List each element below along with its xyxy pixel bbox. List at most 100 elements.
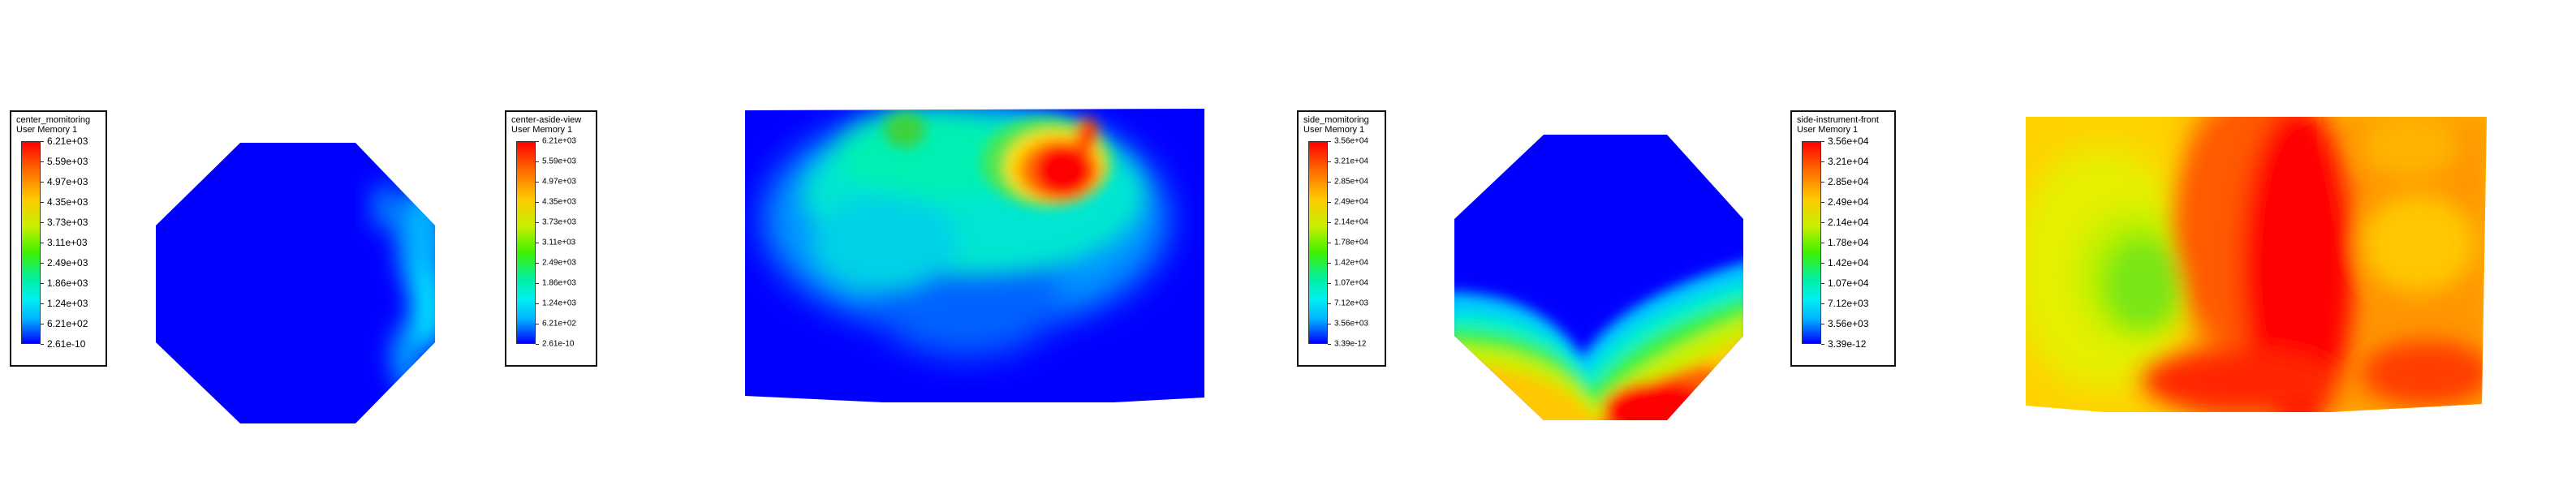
legend-center-monitoring: center_momitoring User Memory 1 6.21e+03… — [10, 110, 107, 367]
colorbar-label: 4.97e+03 — [47, 176, 88, 187]
colorbar-tick — [1821, 161, 1824, 162]
colorbar-tick — [1328, 141, 1331, 142]
legend-title: side-instrument-front — [1797, 115, 1879, 125]
colorbar-tick — [1328, 303, 1331, 304]
colorbar-label: 1.24e+03 — [542, 299, 576, 308]
colorbar-tick — [41, 283, 44, 284]
contour-plot-side-instrument-front — [2026, 117, 2487, 412]
colorbar-tick — [1821, 222, 1824, 223]
legend-title: center_momitoring — [16, 115, 91, 125]
colorbar-label: 7.12e+03 — [1828, 298, 1869, 309]
colorbar-tick — [1328, 263, 1331, 264]
colorbar-label: 5.59e+03 — [47, 156, 88, 167]
colorbar-label: 1.42e+04 — [1828, 257, 1869, 269]
colorbar-tick — [1821, 344, 1824, 345]
colorbar-tick — [41, 344, 44, 345]
legend-subtitle: User Memory 1 — [16, 125, 78, 135]
colorbar-tick — [1821, 263, 1824, 264]
colorbar-tick — [41, 161, 44, 162]
colorbar-label: 3.56e+04 — [1828, 135, 1869, 147]
colorbar-label: 2.61e-10 — [542, 339, 575, 349]
colorbar-label: 4.35e+03 — [542, 197, 576, 207]
colorbar-tick — [536, 222, 539, 223]
colorbar-label: 6.21e+03 — [47, 135, 88, 147]
colorbar-label: 3.56e+04 — [1334, 136, 1368, 146]
colorbar-tick — [1821, 283, 1824, 284]
colorbar — [1308, 141, 1328, 344]
legend-subtitle: User Memory 1 — [1303, 125, 1365, 135]
colorbar-tick — [1821, 141, 1824, 142]
colorbar-tick — [41, 222, 44, 223]
colorbar-label: 1.86e+03 — [47, 277, 88, 289]
colorbar-tick — [536, 303, 539, 304]
legend-title: center-aside-view — [511, 115, 582, 125]
colorbar-tick — [1821, 202, 1824, 203]
colorbar-label: 6.21e+02 — [542, 319, 576, 329]
colorbar-label: 3.73e+03 — [47, 217, 88, 228]
colorbar-label: 5.59e+03 — [542, 157, 576, 166]
colorbar-label: 2.49e+04 — [1828, 196, 1869, 208]
colorbar-tick — [1328, 283, 1331, 284]
colorbar-label: 1.86e+03 — [542, 278, 576, 288]
colorbar-tick — [1328, 182, 1331, 183]
colorbar-label: 3.56e+03 — [1334, 319, 1368, 329]
legend-side-instrument-front: side-instrument-front User Memory 1 3.56… — [1790, 110, 1896, 367]
legend-subtitle: User Memory 1 — [1797, 125, 1859, 135]
contour-plot-center-aside-view — [745, 109, 1204, 402]
colorbar-label: 1.42e+04 — [1334, 258, 1368, 268]
contour-plot-side-monitoring — [1454, 135, 1743, 420]
colorbar-label: 4.97e+03 — [542, 177, 576, 187]
colorbar-tick — [536, 263, 539, 264]
colorbar-label: 2.49e+04 — [1334, 197, 1368, 207]
legend-center-aside-view: center-aside-view User Memory 1 6.21e+03… — [505, 110, 597, 367]
colorbar-label: 2.49e+03 — [542, 258, 576, 268]
colorbar-tick — [536, 283, 539, 284]
legend-subtitle: User Memory 1 — [511, 125, 573, 135]
colorbar-label: 1.07e+04 — [1334, 278, 1368, 288]
colorbar-label: 1.78e+04 — [1828, 237, 1869, 248]
colorbar-tick — [41, 263, 44, 264]
colorbar-label: 7.12e+03 — [1334, 299, 1368, 308]
colorbar-label: 1.78e+04 — [1334, 238, 1368, 247]
colorbar-tick — [41, 303, 44, 304]
colorbar-tick — [41, 141, 44, 142]
colorbar-tick — [1328, 222, 1331, 223]
contour-plot-center-monitoring — [156, 143, 435, 423]
colorbar-tick — [1821, 182, 1824, 183]
colorbar-label: 2.14e+04 — [1334, 217, 1368, 227]
colorbar-tick — [536, 202, 539, 203]
colorbar-label: 3.39e-12 — [1828, 338, 1867, 350]
legend-side-monitoring: side_momitoring User Memory 1 3.56e+04 3… — [1297, 110, 1386, 367]
colorbar — [21, 141, 41, 344]
colorbar-tick — [1328, 161, 1331, 162]
colorbar-label: 3.21e+04 — [1828, 156, 1869, 167]
colorbar-label: 2.85e+04 — [1334, 177, 1368, 187]
colorbar-label: 3.56e+03 — [1828, 318, 1869, 329]
legend-title: side_momitoring — [1303, 115, 1369, 125]
colorbar-label: 1.24e+03 — [47, 298, 88, 309]
colorbar-label: 3.11e+03 — [47, 237, 88, 248]
colorbar-tick — [1328, 202, 1331, 203]
colorbar-label: 6.21e+02 — [47, 318, 88, 329]
colorbar-tick — [536, 141, 539, 142]
colorbar-tick — [1328, 344, 1331, 345]
colorbar-tick — [536, 182, 539, 183]
colorbar-tick — [1821, 303, 1824, 304]
colorbar-tick — [41, 182, 44, 183]
colorbar-label: 2.85e+04 — [1828, 176, 1869, 187]
colorbar-label: 3.11e+03 — [542, 238, 576, 247]
colorbar-label: 2.61e-10 — [47, 338, 86, 350]
colorbar — [516, 141, 536, 344]
colorbar-label: 3.73e+03 — [542, 217, 576, 227]
colorbar — [1802, 141, 1821, 344]
colorbar-label: 3.39e-12 — [1334, 339, 1367, 349]
colorbar-tick — [536, 344, 539, 345]
colorbar-label: 1.07e+04 — [1828, 277, 1869, 289]
colorbar-label: 6.21e+03 — [542, 136, 576, 146]
colorbar-tick — [536, 161, 539, 162]
colorbar-label: 2.14e+04 — [1828, 217, 1869, 228]
colorbar-label: 4.35e+03 — [47, 196, 88, 208]
colorbar-label: 3.21e+04 — [1334, 157, 1368, 166]
colorbar-tick — [41, 202, 44, 203]
